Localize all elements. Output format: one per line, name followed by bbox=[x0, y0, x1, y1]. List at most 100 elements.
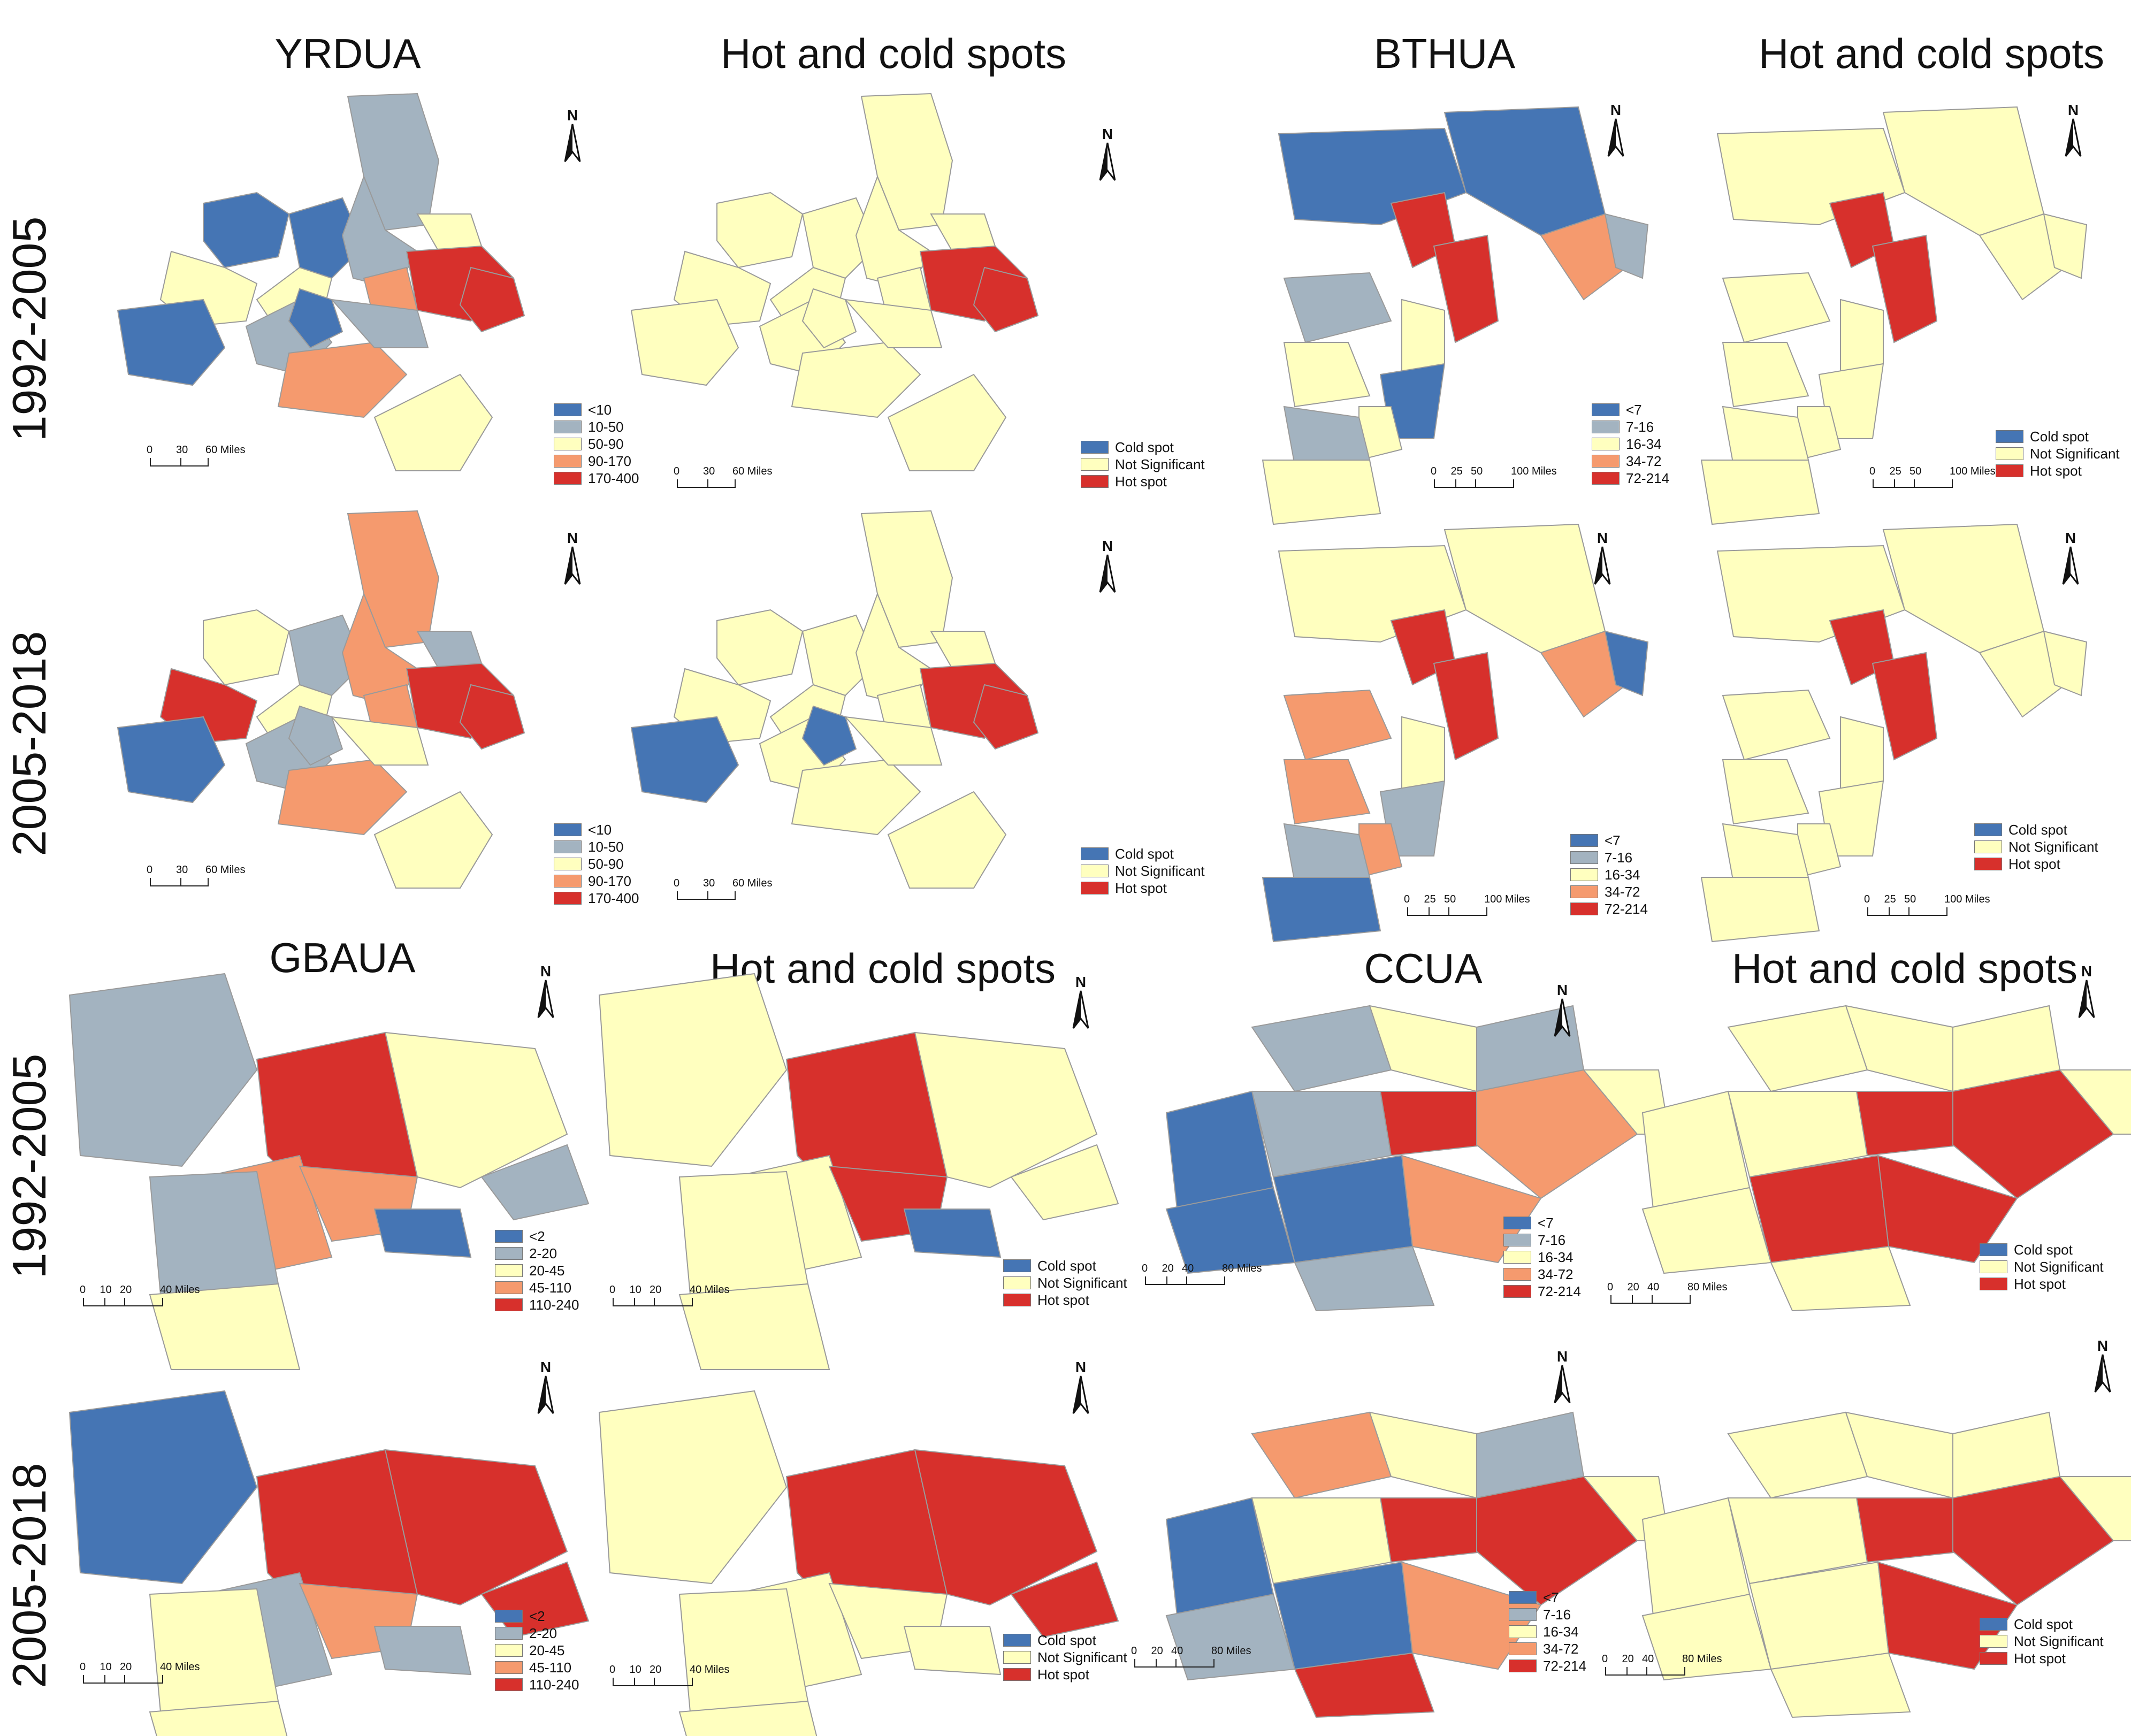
legend-label: Hot spot bbox=[1115, 880, 1167, 896]
region-yrdua-1992-3 bbox=[288, 197, 365, 279]
region-yrdua-1992-hc-1 bbox=[716, 192, 804, 269]
region-ccua-2005-hc-6 bbox=[1727, 1497, 1868, 1585]
legend-label: 16-34 bbox=[1538, 1249, 1574, 1265]
legend-swatch bbox=[1081, 475, 1109, 488]
scale-bar-gbaua-2005-hc: 0 10 20 40 Miles bbox=[609, 1664, 729, 1686]
legend-item: 7-16 bbox=[1509, 1606, 1586, 1623]
scale-label: 100 Miles bbox=[1950, 465, 1996, 477]
legend-label: Cold spot bbox=[1115, 846, 1174, 862]
legend-item: Hot spot bbox=[1974, 855, 2098, 873]
region-gbaua-2005-hc-8 bbox=[1010, 1561, 1119, 1638]
scale-label: 100 Miles bbox=[1484, 893, 1530, 905]
region-ccua-2005-8 bbox=[1401, 1561, 1542, 1670]
legend-item: Cold spot bbox=[1996, 428, 2120, 445]
legend-label: 72-214 bbox=[1538, 1283, 1581, 1299]
legend-item: Hot spot bbox=[1003, 1666, 1127, 1683]
legend-label: Not Significant bbox=[2014, 1633, 2104, 1649]
region-yrdua-1992-hc-12 bbox=[844, 299, 943, 348]
region-yrdua-1992-13 bbox=[288, 288, 343, 349]
legend-item: Not Significant bbox=[1081, 862, 1205, 880]
legend-item: 16-34 bbox=[1592, 435, 1669, 453]
legend-swatch bbox=[1081, 847, 1109, 860]
scale-bar-bthua-1992: 0 25 50 100 Miles bbox=[1431, 465, 1557, 488]
scale-label: 0 bbox=[147, 864, 153, 876]
legend-item: Cold spot bbox=[1980, 1241, 2104, 1258]
region-yrdua-1992-12 bbox=[330, 299, 429, 348]
region-bthua-1992-3 bbox=[1433, 234, 1499, 343]
region-yrdua-2005-14 bbox=[459, 684, 525, 750]
legend-item: 90-170 bbox=[554, 453, 639, 470]
legend-ccua-1992-hc: Cold spot Not Significant Hot spot bbox=[1980, 1241, 2104, 1293]
legend-label: <2 bbox=[529, 1228, 545, 1244]
region-ccua-1992-hc-10 bbox=[1770, 1245, 1911, 1312]
legend-label: 7-16 bbox=[1538, 1232, 1566, 1248]
legend-label: 72-214 bbox=[1626, 470, 1669, 486]
legend-label: <10 bbox=[588, 822, 612, 838]
scale-label: 40 Miles bbox=[160, 1661, 200, 1673]
legend-swatch bbox=[554, 892, 582, 905]
region-yrdua-2005-13 bbox=[288, 705, 343, 766]
legend-swatch bbox=[1503, 1268, 1531, 1281]
legend-swatch bbox=[1974, 840, 2002, 853]
region-yrdua-2005-9 bbox=[117, 716, 226, 804]
scale-label: 0 bbox=[1607, 1281, 1614, 1293]
legend-item: <10 bbox=[554, 401, 639, 418]
legend-label: 20-45 bbox=[529, 1642, 565, 1658]
region-gbaua-1992-hc-6 bbox=[903, 1209, 1002, 1258]
legend-item: Cold spot bbox=[1081, 845, 1205, 862]
region-ccua-2005-hc-10 bbox=[1770, 1652, 1911, 1718]
legend-label: Cold spot bbox=[2030, 429, 2089, 445]
scale-label: 0 bbox=[1602, 1653, 1608, 1665]
legend-item: <10 bbox=[554, 821, 639, 838]
scale-label: 20 bbox=[650, 1664, 662, 1676]
north-arrow-icon: N bbox=[1546, 1348, 1578, 1407]
legend-label: 72-214 bbox=[1543, 1658, 1586, 1674]
region-bthua-1992-12 bbox=[1262, 460, 1381, 525]
legend-item: Not Significant bbox=[1974, 838, 2098, 855]
legend-label: 50-90 bbox=[588, 856, 624, 872]
legend-label: <10 bbox=[588, 402, 612, 418]
legend-swatch bbox=[1570, 903, 1598, 915]
legend-swatch bbox=[1980, 1652, 2007, 1665]
north-arrow-icon: N bbox=[556, 530, 589, 588]
north-arrow-icon: N bbox=[530, 1359, 562, 1418]
region-yrdua-2005-hc-13 bbox=[801, 705, 857, 766]
scale-label: 20 bbox=[650, 1284, 662, 1296]
legend-label: Cold spot bbox=[1037, 1258, 1096, 1274]
region-bthua-1992-hc-12 bbox=[1700, 460, 1820, 525]
legend-label: 90-170 bbox=[588, 453, 631, 469]
region-yrdua-2005-hc-15 bbox=[887, 791, 1007, 889]
legend-item: 90-170 bbox=[554, 873, 639, 890]
legend-swatch bbox=[1570, 868, 1598, 881]
region-bthua-1992-5 bbox=[1604, 213, 1649, 279]
legend-label: 34-72 bbox=[1538, 1266, 1574, 1282]
legend-item: Hot spot bbox=[1003, 1291, 1127, 1309]
legend-item: 45-110 bbox=[495, 1279, 579, 1296]
region-yrdua-1992-hc-15 bbox=[887, 373, 1007, 471]
scale-label: 0 bbox=[674, 877, 680, 889]
region-bthua-2005-3 bbox=[1433, 652, 1499, 761]
region-ccua-2005-hc-1 bbox=[1845, 1411, 1953, 1499]
north-arrow-icon: N bbox=[1065, 1359, 1097, 1418]
legend-item: Hot spot bbox=[1081, 473, 1205, 490]
legend-swatch bbox=[1503, 1234, 1531, 1246]
scale-label: 20 bbox=[120, 1284, 132, 1296]
north-arrow-icon: N bbox=[1091, 538, 1124, 596]
north-arrow-icon: N bbox=[1600, 102, 1632, 160]
legend-item: 20-45 bbox=[495, 1262, 579, 1279]
scale-label: 40 Miles bbox=[690, 1284, 730, 1296]
legend-item: 110-240 bbox=[495, 1676, 579, 1693]
legend-swatch bbox=[1003, 1294, 1031, 1306]
legend-ccua-2005-hc: Cold spot Not Significant Hot spot bbox=[1980, 1616, 2104, 1667]
legend-item: 16-34 bbox=[1503, 1249, 1581, 1266]
legend-item: 20-45 bbox=[495, 1642, 579, 1659]
legend-item: 110-240 bbox=[495, 1296, 579, 1313]
region-yrdua-2005-hc-3 bbox=[801, 614, 879, 697]
title-bthua: BTHUA bbox=[1373, 30, 1516, 77]
title-hotcold-bthua: Hot and cold spots bbox=[1758, 30, 2105, 77]
scale-label: 30 bbox=[176, 444, 188, 456]
north-label: N bbox=[567, 530, 578, 546]
